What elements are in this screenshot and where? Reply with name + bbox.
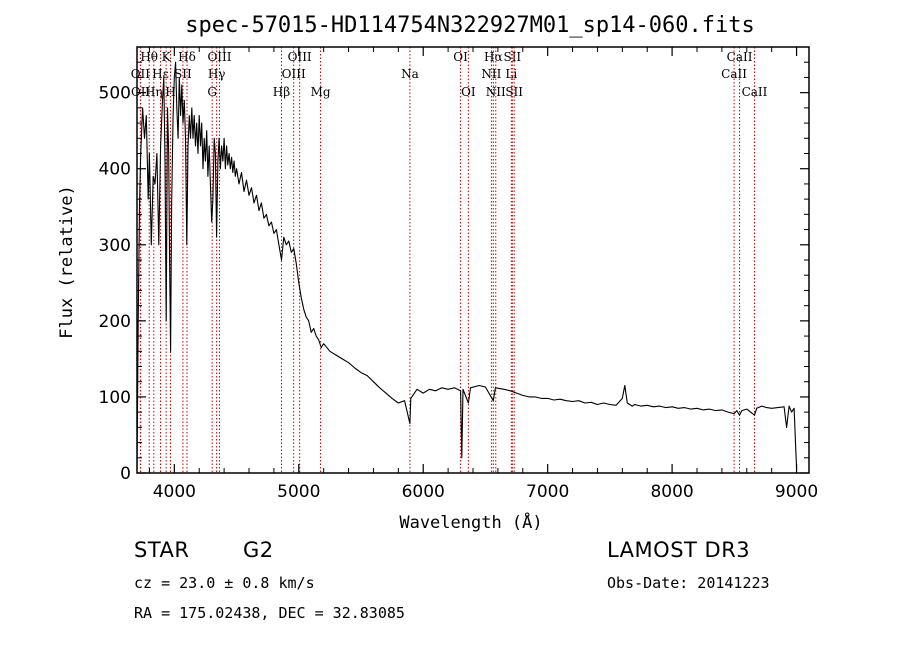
observation-date: Obs-Date: 20141223: [607, 574, 770, 592]
object-type: STAR: [134, 538, 190, 562]
line-label-15: Mg: [311, 85, 331, 99]
spectral-class: G2: [243, 538, 274, 562]
coordinates: RA = 175.02438, DEC = 32.83085: [134, 604, 405, 622]
line-label-25: CaII: [727, 50, 753, 64]
y-tick-label-3: 300: [99, 236, 131, 256]
y-tick-label-5: 500: [99, 84, 131, 104]
line-label-10: Hγ: [208, 67, 226, 81]
axis-ticks: 4000 5000 6000 7000 8000 9000 0 100 200 300 400 500: [99, 47, 818, 502]
line-label-12: Hβ: [273, 85, 290, 99]
line-label-24: SII: [505, 85, 523, 99]
line-label-19: Hα: [484, 50, 503, 64]
line-label-2: OII: [131, 85, 151, 99]
x-tick-label-3: 7000: [526, 482, 569, 502]
x-tick-label-0: 4000: [153, 482, 196, 502]
line-label-20: NII: [481, 67, 501, 81]
y-tick-label-4: 400: [99, 160, 131, 180]
spectrum-layer: [136, 61, 798, 470]
line-label-1: OII: [131, 67, 151, 81]
line-label-18: OI: [461, 85, 476, 99]
line-label-3: Hη: [145, 85, 163, 99]
line-label-9: OIII: [207, 50, 231, 64]
survey-name: LAMOST DR3: [607, 538, 751, 562]
line-label-23: Li: [505, 67, 517, 81]
line-label-6: H: [165, 85, 175, 99]
chart-title: spec-57015-HD114754N322927M01_sp14-060.f…: [185, 13, 755, 38]
x-axis-label: Wavelength (Å): [399, 511, 542, 533]
line-label-4: K: [162, 50, 172, 64]
line-label-0: Hθ: [140, 50, 158, 64]
y-tick-label-1: 100: [99, 388, 131, 408]
line-label-5: Hε: [152, 67, 169, 81]
line-label-7: SII: [174, 67, 192, 81]
line-label-26: CaII: [721, 67, 747, 81]
line-label-8: Hδ: [178, 50, 196, 64]
line-label-14: OIII: [282, 67, 306, 81]
y-axis-label: Flux (relative): [57, 185, 77, 339]
line-label-16: Na: [401, 67, 419, 81]
y-tick-label-0: 0: [120, 464, 131, 484]
x-tick-label-5: 9000: [775, 482, 818, 502]
line-label-11: G: [207, 85, 217, 99]
line-label-22: SII: [503, 50, 521, 64]
spectrum-series-0: [136, 61, 798, 470]
x-tick-label-4: 8000: [650, 482, 693, 502]
line-label-27: CaII: [742, 85, 768, 99]
x-tick-label-1: 5000: [277, 482, 320, 502]
line-label-17: OI: [453, 50, 468, 64]
redshift-value: cz = 23.0 ± 0.8 km/s: [134, 574, 315, 592]
line-label-13: OIII: [288, 50, 312, 64]
y-tick-label-2: 200: [99, 312, 131, 332]
x-tick-label-2: 6000: [402, 482, 445, 502]
line-label-21: NII: [486, 85, 506, 99]
